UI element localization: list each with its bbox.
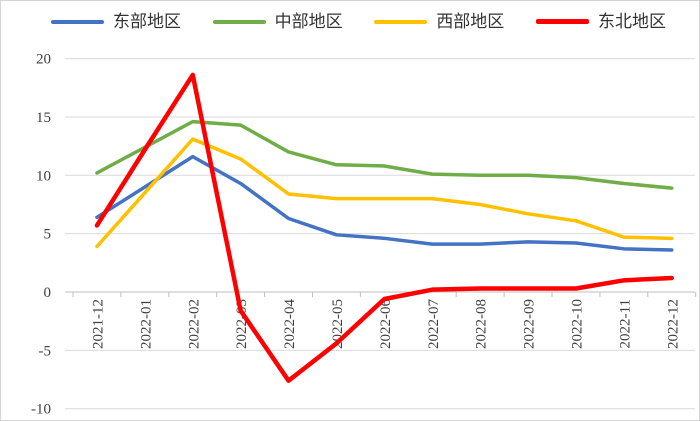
- x-tick-label: 2021-12: [90, 299, 106, 349]
- legend-marker-line-northeast: [535, 19, 589, 24]
- legend-item-east: 东部地区: [51, 13, 181, 30]
- y-tick-label: 20: [36, 52, 51, 68]
- y-tick-label: 5: [44, 227, 52, 243]
- x-tick-label: 2022-01: [138, 299, 154, 349]
- legend-marker-line-east: [51, 19, 104, 24]
- x-tick-label: 2022-12: [665, 299, 681, 349]
- legend-marker-line-west: [374, 19, 428, 24]
- x-tick-label: 2022-06: [378, 299, 394, 349]
- legend-label: 西部地区: [436, 12, 505, 31]
- x-tick-label: 2022-04: [282, 299, 298, 349]
- legend-label: 东部地区: [113, 12, 181, 31]
- series-line-east: [95, 154, 674, 252]
- chart-legend: 东部地区 中部地区 西部地区 东北地区: [51, 13, 666, 30]
- series-line-northeast: [94, 72, 674, 383]
- x-tick-label: 2022-09: [522, 299, 538, 349]
- y-tick-label: 0: [44, 285, 52, 301]
- legend-marker-line-central: [212, 19, 266, 24]
- y-tick-label: 15: [36, 110, 51, 126]
- y-tick-label: -10: [31, 402, 51, 418]
- x-tick-label: 2022-07: [426, 299, 442, 349]
- legend-item-northeast: 东北地区: [535, 12, 666, 31]
- x-tick-label: 2022-03: [234, 299, 250, 349]
- series-line-west: [95, 137, 674, 249]
- x-tick-label: 2022-10: [569, 299, 585, 349]
- legend-item-central: 中部地区: [212, 12, 343, 31]
- y-tick-label: 10: [36, 168, 51, 184]
- x-tick-label: 2022-11: [617, 299, 633, 348]
- x-tick-label: 2022-02: [186, 299, 202, 349]
- x-tick-label: 2022-08: [474, 299, 490, 349]
- series-line-central: [95, 119, 674, 190]
- y-tick-label: -5: [39, 343, 52, 359]
- legend-label: 中部地区: [274, 12, 343, 31]
- legend-label: 东北地区: [597, 12, 666, 31]
- legend-item-west: 西部地区: [374, 13, 504, 30]
